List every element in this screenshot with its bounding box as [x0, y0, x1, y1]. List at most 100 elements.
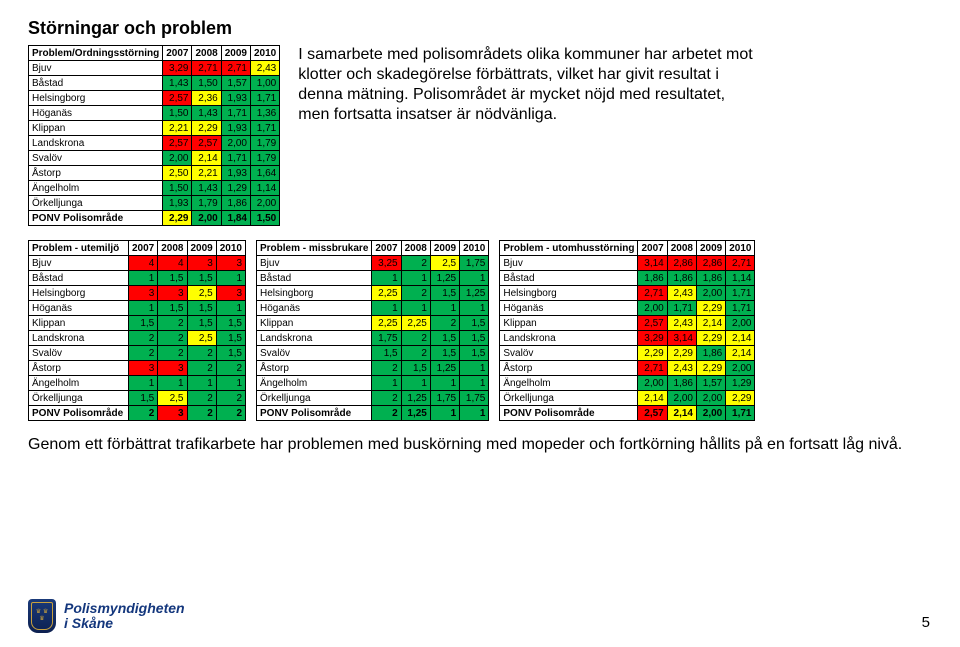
table-row: Båstad111,251: [257, 271, 489, 286]
page-title: Störningar och problem: [28, 18, 932, 39]
row-label: Båstad: [29, 76, 163, 91]
data-cell: 2,14: [726, 331, 755, 346]
data-cell: 1: [401, 376, 430, 391]
data-cell: 1,29: [726, 376, 755, 391]
data-cell: 2,00: [726, 361, 755, 376]
main-table-container: Problem/Ordningsstörning2007200820092010…: [28, 45, 280, 226]
data-cell: 3: [187, 256, 216, 271]
data-cell: 3: [158, 286, 187, 301]
data-cell: 2,43: [667, 286, 696, 301]
table-row: Klippan2,252,2521,5: [257, 316, 489, 331]
data-cell: 1,86: [667, 376, 696, 391]
data-cell: 2: [129, 331, 158, 346]
data-cell: 1: [430, 376, 459, 391]
data-cell: 1: [216, 376, 245, 391]
table-row: Båstad1,431,501,571,00: [29, 76, 280, 91]
col-header: Problem - utomhusstörning: [500, 241, 638, 256]
data-cell: 1,57: [696, 376, 725, 391]
data-cell: 1,5: [187, 271, 216, 286]
row-label: Örkelljunga: [257, 391, 372, 406]
data-cell: 1,25: [430, 271, 459, 286]
row-label: Bjuv: [29, 256, 129, 271]
data-cell: 1,5: [430, 346, 459, 361]
data-cell: 3: [129, 361, 158, 376]
data-cell: 1,71: [250, 121, 279, 136]
data-cell: 2,25: [372, 316, 401, 331]
data-cell: 3: [216, 256, 245, 271]
table-row: Bjuv3,292,712,712,43: [29, 61, 280, 76]
data-cell: 2,29: [696, 331, 725, 346]
row-label: Helsingborg: [29, 286, 129, 301]
data-cell: 2,71: [221, 61, 250, 76]
data-cell: 2,43: [667, 361, 696, 376]
data-cell: 1: [401, 271, 430, 286]
data-cell: 3,29: [163, 61, 192, 76]
row-label: Klippan: [29, 121, 163, 136]
row-label: Landskrona: [29, 136, 163, 151]
table-row: Bjuv3,2522,51,75: [257, 256, 489, 271]
data-cell: 2: [216, 391, 245, 406]
data-cell: 2,00: [638, 301, 667, 316]
data-cell: 2: [372, 406, 401, 421]
data-cell: 2,29: [163, 211, 192, 226]
table-row: PONV Polisområde2322: [29, 406, 246, 421]
table-row: Klippan2,212,291,931,71: [29, 121, 280, 136]
data-cell: 1,93: [221, 91, 250, 106]
row-label: Svalöv: [29, 151, 163, 166]
table-utemiljo: Problem - utemiljö2007200820092010Bjuv44…: [28, 240, 246, 421]
data-cell: 1: [460, 271, 489, 286]
data-cell: 1,57: [221, 76, 250, 91]
table-row: Helsingborg2,572,361,931,71: [29, 91, 280, 106]
data-cell: 1,5: [158, 301, 187, 316]
data-cell: 1,75: [460, 256, 489, 271]
row-label: Svalöv: [257, 346, 372, 361]
data-cell: 2: [129, 346, 158, 361]
data-cell: 2,86: [667, 256, 696, 271]
data-cell: 2,00: [192, 211, 221, 226]
data-cell: 1,71: [221, 106, 250, 121]
data-cell: 3,14: [638, 256, 667, 271]
data-cell: 2,57: [163, 136, 192, 151]
row-label: Örkelljunga: [500, 391, 638, 406]
data-cell: 2,71: [726, 256, 755, 271]
table-row: Örkelljunga2,142,002,002,29: [500, 391, 755, 406]
col-header: Problem/Ordningsstörning: [29, 46, 163, 61]
data-cell: 4: [129, 256, 158, 271]
row-label: Båstad: [29, 271, 129, 286]
data-cell: 1,36: [250, 106, 279, 121]
data-cell: 2,5: [187, 331, 216, 346]
data-cell: 2,50: [163, 166, 192, 181]
row-label: Bjuv: [257, 256, 372, 271]
data-cell: 2: [372, 361, 401, 376]
main-table: Problem/Ordningsstörning2007200820092010…: [28, 45, 280, 226]
data-cell: 1,71: [250, 91, 279, 106]
data-cell: 2,00: [638, 376, 667, 391]
data-cell: 1,5: [129, 316, 158, 331]
table-row: Örkelljunga21,251,751,75: [257, 391, 489, 406]
row-label: Landskrona: [257, 331, 372, 346]
row-label: Helsingborg: [29, 91, 163, 106]
row-label: Höganäs: [500, 301, 638, 316]
row-label: Åstorp: [500, 361, 638, 376]
data-cell: 1: [216, 301, 245, 316]
data-cell: 2,29: [667, 346, 696, 361]
col-header: 2010: [460, 241, 489, 256]
data-cell: 3: [158, 361, 187, 376]
row-label: Klippan: [500, 316, 638, 331]
col-header: 2009: [221, 46, 250, 61]
data-cell: 2,14: [726, 346, 755, 361]
col-header: 2007: [129, 241, 158, 256]
table-row: Åstorp2,502,211,931,64: [29, 166, 280, 181]
col-header: 2010: [250, 46, 279, 61]
data-cell: 1: [187, 376, 216, 391]
table-row: Bjuv3,142,862,862,71: [500, 256, 755, 271]
data-cell: 2,5: [158, 391, 187, 406]
shield-icon: ♛ ♛♛: [28, 599, 56, 633]
data-cell: 2: [158, 331, 187, 346]
data-cell: 2,57: [163, 91, 192, 106]
table-row: Landskrona3,293,142,292,14: [500, 331, 755, 346]
table-row: PONV Polisområde2,292,001,841,50: [29, 211, 280, 226]
data-cell: 1,25: [401, 391, 430, 406]
data-cell: 3,14: [667, 331, 696, 346]
col-header: 2010: [216, 241, 245, 256]
